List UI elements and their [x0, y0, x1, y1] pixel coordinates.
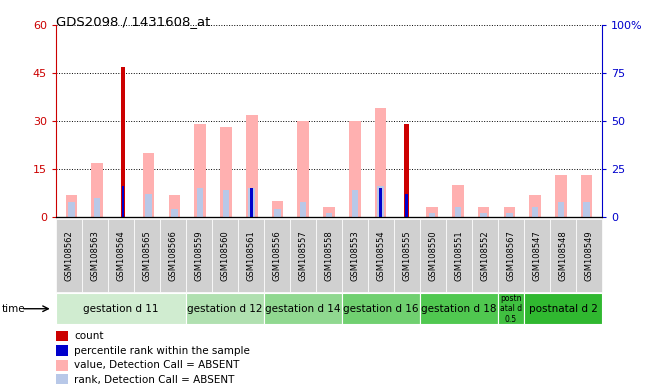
Text: GSM108563: GSM108563	[90, 230, 99, 281]
Bar	[584, 202, 590, 217]
Bar	[581, 175, 592, 217]
Bar	[506, 213, 513, 217]
Bar	[426, 207, 438, 217]
Bar	[274, 209, 281, 217]
Text: gestation d 11: gestation d 11	[83, 304, 159, 314]
Bar	[351, 190, 358, 217]
Text: value, Detection Call = ABSENT: value, Detection Call = ABSENT	[74, 360, 240, 370]
Text: gestation d 14: gestation d 14	[265, 304, 341, 314]
Text: gestation d 16: gestation d 16	[343, 304, 418, 314]
Bar	[349, 121, 361, 217]
Bar	[405, 194, 407, 217]
Text: GSM108567: GSM108567	[507, 230, 516, 281]
Bar	[68, 202, 74, 217]
Text: GSM108548: GSM108548	[559, 230, 568, 281]
Bar	[557, 202, 564, 217]
Bar	[186, 293, 264, 324]
Bar	[342, 293, 420, 324]
Bar	[498, 293, 524, 324]
Bar	[326, 213, 332, 217]
Bar	[478, 207, 490, 217]
Bar	[529, 195, 541, 217]
Text: GSM108550: GSM108550	[428, 230, 438, 281]
Bar	[272, 201, 284, 217]
Text: GSM108562: GSM108562	[64, 230, 74, 281]
Bar	[323, 207, 335, 217]
Text: GSM108547: GSM108547	[532, 230, 542, 281]
Bar	[66, 195, 77, 217]
Bar	[251, 188, 253, 217]
Bar	[379, 188, 382, 217]
Text: GSM108555: GSM108555	[403, 230, 411, 281]
Bar	[168, 195, 180, 217]
Text: GSM108556: GSM108556	[272, 230, 282, 281]
Text: rank, Detection Call = ABSENT: rank, Detection Call = ABSENT	[74, 375, 235, 384]
Bar	[524, 293, 602, 324]
Bar	[91, 162, 103, 217]
Bar	[503, 207, 515, 217]
Text: GDS2098 / 1431608_at: GDS2098 / 1431608_at	[56, 15, 211, 28]
Bar	[455, 207, 461, 217]
Bar	[532, 207, 538, 217]
Text: GSM108561: GSM108561	[247, 230, 255, 281]
Bar	[122, 186, 124, 217]
Text: GSM108560: GSM108560	[220, 230, 230, 281]
Bar	[377, 186, 384, 217]
Bar	[56, 293, 186, 324]
Text: GSM108553: GSM108553	[351, 230, 359, 281]
Bar	[197, 188, 203, 217]
Bar	[420, 293, 498, 324]
Text: gestation d 12: gestation d 12	[188, 304, 263, 314]
Bar	[246, 114, 257, 217]
Bar	[120, 66, 125, 217]
Bar	[429, 213, 435, 217]
Bar	[374, 108, 386, 217]
Text: GSM108557: GSM108557	[299, 230, 307, 281]
Text: postn
atal d
0.5: postn atal d 0.5	[500, 294, 522, 324]
Bar	[452, 185, 464, 217]
Text: percentile rank within the sample: percentile rank within the sample	[74, 346, 250, 356]
Bar	[297, 121, 309, 217]
Bar	[171, 209, 178, 217]
Text: count: count	[74, 331, 104, 341]
Text: gestation d 18: gestation d 18	[421, 304, 497, 314]
Bar	[223, 190, 229, 217]
Bar	[555, 175, 567, 217]
Bar	[143, 153, 155, 217]
Bar	[249, 188, 255, 217]
Bar	[404, 124, 409, 217]
Text: GSM108558: GSM108558	[324, 230, 334, 281]
Text: GSM108549: GSM108549	[584, 230, 594, 281]
Text: GSM108554: GSM108554	[376, 230, 386, 281]
Text: GSM108566: GSM108566	[168, 230, 178, 281]
Bar	[264, 293, 342, 324]
Text: time: time	[1, 304, 25, 314]
Bar	[220, 127, 232, 217]
Text: GSM108552: GSM108552	[480, 230, 490, 281]
Bar	[145, 194, 152, 217]
Text: postnatal d 2: postnatal d 2	[528, 304, 597, 314]
Text: GSM108564: GSM108564	[116, 230, 126, 281]
Text: GSM108565: GSM108565	[142, 230, 151, 281]
Text: GSM108559: GSM108559	[195, 230, 203, 281]
Text: GSM108551: GSM108551	[455, 230, 463, 281]
Bar	[194, 124, 206, 217]
Bar	[300, 202, 307, 217]
Bar	[480, 213, 487, 217]
Bar	[94, 198, 101, 217]
